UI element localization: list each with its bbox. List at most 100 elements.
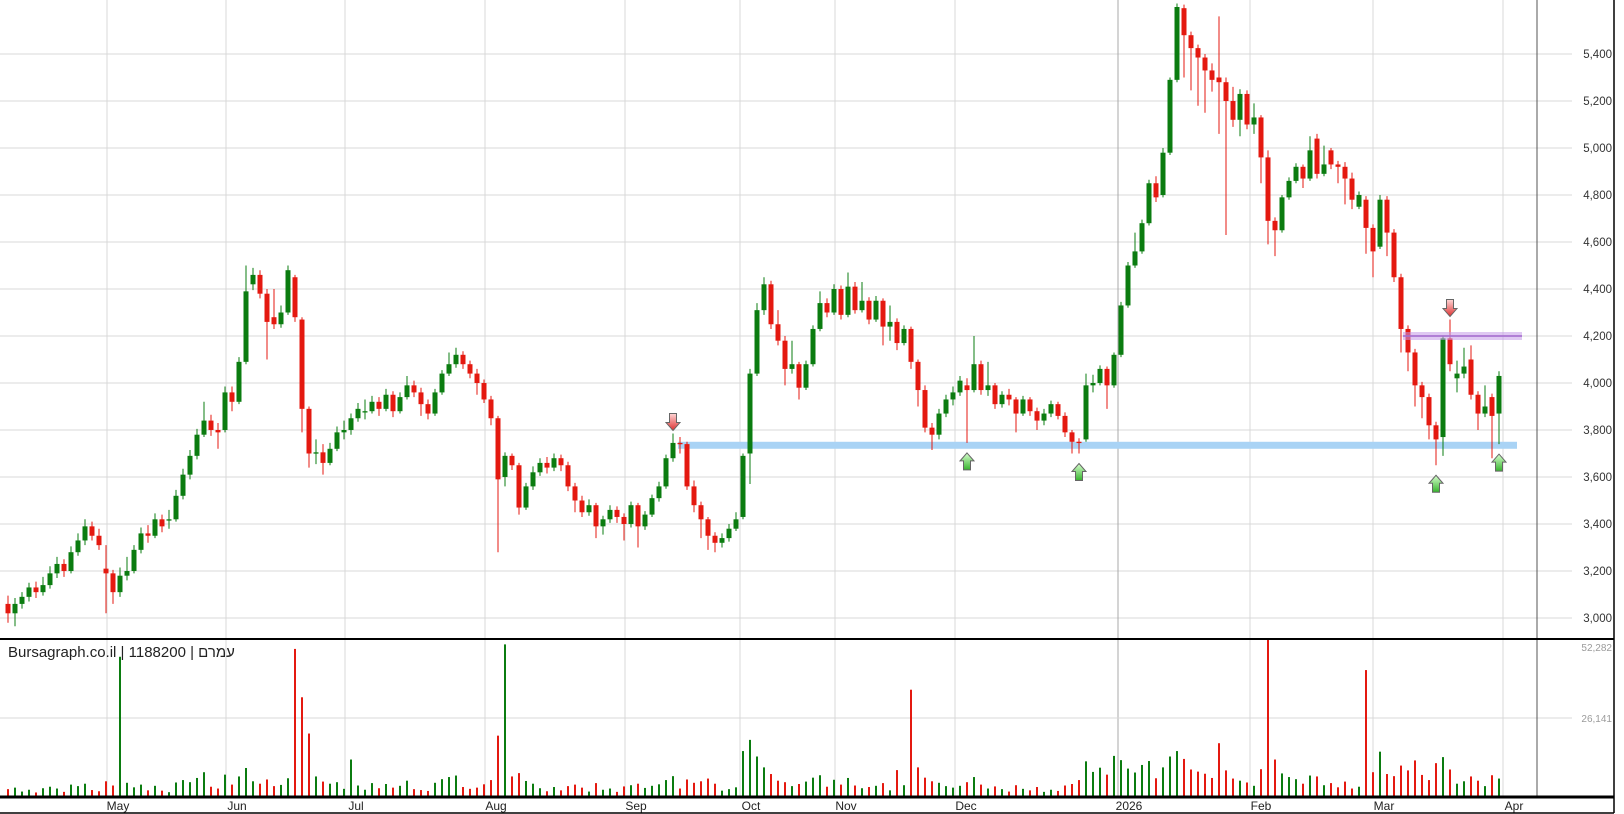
candle-body	[19, 596, 25, 604]
candle-body	[1461, 366, 1467, 374]
volume-bar	[427, 790, 429, 797]
volume-bar	[420, 790, 422, 797]
volume-bar	[385, 784, 387, 797]
candle-body	[1223, 82, 1229, 101]
price-axis-label: 5,000	[1583, 143, 1612, 155]
candle-body	[957, 380, 963, 393]
candle-body	[243, 291, 249, 362]
volume-bar	[812, 777, 814, 797]
volume-bar	[945, 786, 947, 797]
panel-divider	[0, 638, 1614, 640]
resistance-line-core	[1403, 335, 1522, 337]
candle-body	[40, 585, 46, 593]
volume-bar	[112, 785, 114, 797]
candle-body	[950, 392, 956, 400]
candle-body	[1146, 183, 1152, 224]
volume-bar	[266, 779, 268, 797]
volume-bar	[1022, 788, 1024, 797]
volume-bar	[1064, 785, 1066, 797]
volume-bar	[637, 783, 639, 797]
candle-body	[96, 535, 102, 546]
price-axis-label: 3,200	[1583, 566, 1612, 578]
volume-bar	[959, 785, 961, 797]
candle-body	[677, 442, 683, 445]
candle-body	[705, 519, 711, 536]
volume-bar	[1365, 670, 1367, 797]
candle-body	[1097, 368, 1103, 383]
volume-bar	[490, 780, 492, 797]
volume-bar	[1085, 761, 1087, 797]
volume-bar	[126, 782, 128, 797]
volume-bar	[1442, 757, 1444, 797]
volume-bar	[399, 785, 401, 797]
candle-body	[327, 448, 333, 463]
volume-bar	[280, 784, 282, 797]
volume-bar	[735, 787, 737, 797]
candle-body	[978, 364, 984, 391]
candle-body	[873, 300, 879, 320]
candle-body	[691, 486, 697, 506]
price-axis-label: 4,600	[1583, 237, 1612, 249]
volume-bar	[1477, 780, 1479, 797]
candle-body	[320, 452, 326, 463]
volume-bar	[833, 779, 835, 797]
candle-body	[530, 472, 536, 487]
candle-body	[782, 340, 788, 369]
volume-bar	[364, 789, 366, 797]
volume-bar	[658, 784, 660, 797]
candle-body	[1090, 383, 1096, 386]
month-label: Nov	[835, 799, 856, 813]
candle-body	[1174, 7, 1180, 80]
candle-body	[803, 364, 809, 388]
volume-bar	[819, 775, 821, 797]
candle-body	[754, 310, 760, 374]
candle-body	[915, 361, 921, 391]
candle-body	[159, 519, 165, 527]
volume-bar	[693, 782, 695, 797]
candle-body	[201, 420, 207, 435]
candle-body	[313, 452, 319, 454]
volume-bar	[1274, 759, 1276, 797]
volume-bar	[343, 788, 345, 797]
volume-bar	[1218, 743, 1220, 797]
candle-body	[236, 361, 242, 402]
volume-bar	[1330, 783, 1332, 797]
volume-bar	[1351, 788, 1353, 797]
candle-body	[1258, 117, 1264, 158]
candle-body	[1363, 199, 1369, 228]
candle-body	[817, 303, 823, 329]
candle-body	[1377, 199, 1383, 247]
volume-bar	[917, 767, 919, 797]
candle-body	[1013, 399, 1019, 414]
candle-body	[1104, 368, 1110, 386]
volume-bar	[476, 787, 478, 797]
volume-bar	[882, 783, 884, 797]
candle-body	[684, 444, 690, 487]
candle-body	[663, 458, 669, 487]
volume-bar	[840, 784, 842, 797]
price-axis-label: 5,400	[1583, 49, 1612, 61]
volume-bar	[595, 783, 597, 797]
volume-bar	[728, 789, 730, 797]
candle-body	[75, 540, 81, 553]
candle-body	[180, 474, 186, 496]
candle-body	[1433, 425, 1439, 440]
candle-body	[54, 563, 60, 574]
volume-bar	[1162, 767, 1164, 797]
volume-bar	[714, 783, 716, 797]
volume-bar	[1239, 780, 1241, 797]
candle-body	[852, 286, 858, 311]
volume-bar	[707, 778, 709, 797]
candle-body	[558, 458, 564, 466]
volume-bar	[273, 786, 275, 797]
candle-body	[586, 505, 592, 513]
volume-bar	[1421, 774, 1423, 797]
candle-body	[376, 401, 382, 409]
price-axis-label: 3,800	[1583, 425, 1612, 437]
candle-body	[397, 397, 403, 412]
month-label: Jul	[348, 799, 363, 813]
candle-body	[719, 538, 725, 543]
candle-body	[635, 505, 641, 527]
